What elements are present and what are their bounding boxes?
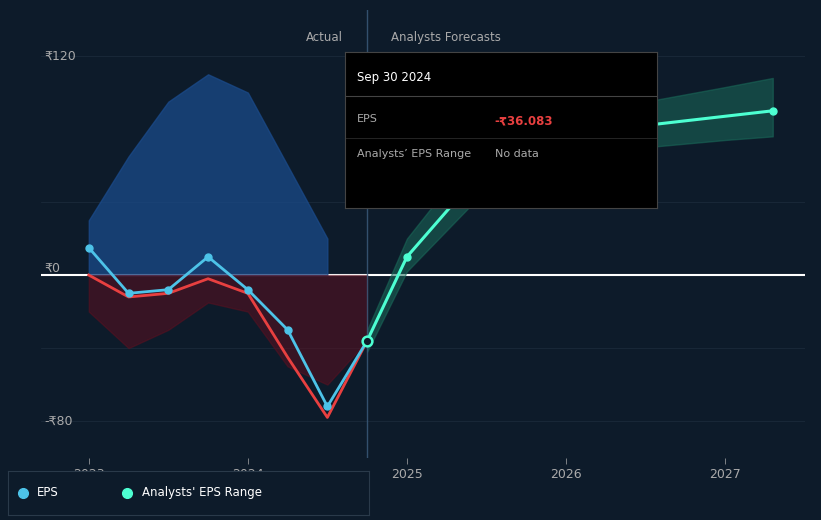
Text: Analysts’ EPS Range: Analysts’ EPS Range (357, 149, 471, 159)
Text: -₹36.083: -₹36.083 (494, 114, 553, 127)
Text: Sep 30 2024: Sep 30 2024 (357, 71, 432, 84)
Text: -₹80: -₹80 (44, 414, 73, 427)
Text: Analysts' EPS Range: Analysts' EPS Range (142, 486, 262, 499)
Text: EPS: EPS (357, 114, 378, 124)
Text: EPS: EPS (37, 486, 59, 499)
Text: ₹120: ₹120 (44, 49, 76, 62)
Text: Actual: Actual (306, 31, 343, 44)
Text: ₹0: ₹0 (44, 262, 60, 275)
Text: Analysts Forecasts: Analysts Forecasts (391, 31, 501, 44)
Text: No data: No data (494, 149, 539, 159)
